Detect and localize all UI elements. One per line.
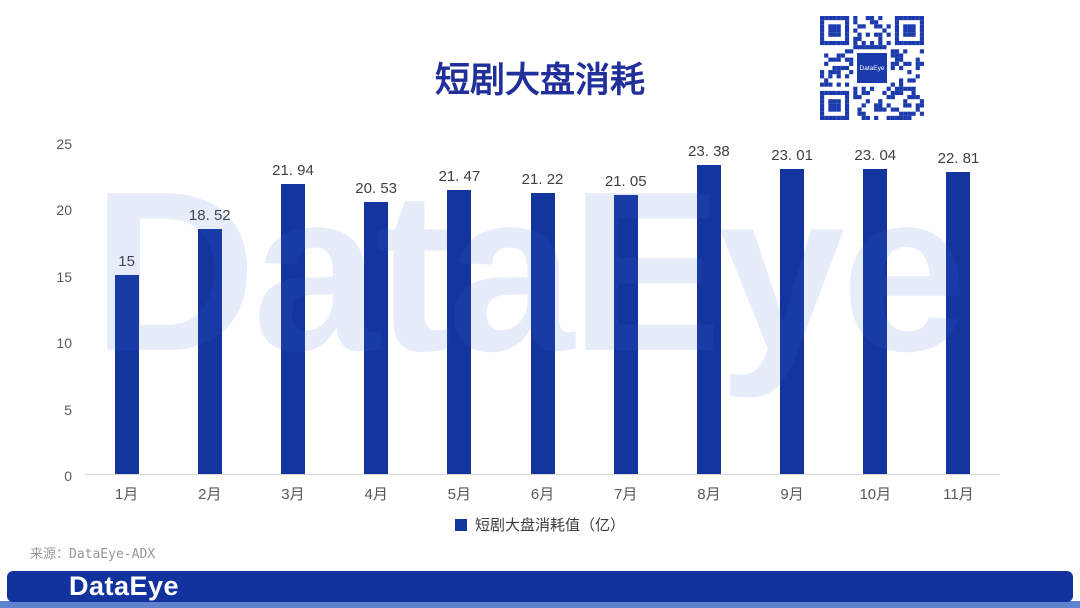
y-axis-label: 5 [64, 401, 72, 418]
bar-column: 21. 47 [418, 143, 501, 474]
bar-value-label: 15 [118, 253, 135, 271]
x-axis-label: 8月 [697, 486, 721, 503]
qr-center-logo: DataEye [857, 53, 887, 83]
bar-column: 21. 05 [584, 143, 667, 474]
footer-strip [0, 601, 1080, 608]
y-axis-label: 15 [56, 268, 72, 285]
x-axis-label: 11月 [943, 486, 974, 503]
x-axis-label: 1月 [114, 486, 139, 503]
y-axis-label: 0 [64, 468, 72, 484]
bar-value-label: 20. 53 [355, 180, 398, 198]
bar-value-label: 21. 47 [438, 167, 481, 185]
x-axis-label: 10月 [859, 486, 892, 503]
bar-column: 21. 22 [501, 143, 584, 474]
bar [946, 172, 971, 474]
source-text: 来源：DataEye-ADX [30, 547, 156, 562]
bar [696, 165, 721, 474]
y-axis-label: 10 [56, 335, 72, 352]
bar [447, 189, 472, 474]
bar-column: 15 [85, 143, 168, 474]
bar-column: 21. 94 [251, 143, 334, 474]
y-axis: 0 5 10 15 20 25 [0, 136, 72, 484]
bar-column: 23. 01 [751, 143, 834, 474]
qr-pattern [820, 16, 924, 120]
bar-column: 20. 53 [335, 143, 418, 474]
x-axis-label: 6月 [530, 486, 555, 503]
bar [364, 202, 389, 474]
bar [280, 183, 305, 474]
bar-column: 23. 04 [834, 143, 917, 474]
x-axis-label: 3月 [281, 486, 305, 503]
bar-value-label: 23. 38 [688, 143, 730, 160]
bar-value-label: 23. 01 [771, 147, 813, 165]
chart-title: 短剧大盘消耗 [434, 61, 645, 100]
bar-value-label: 18. 52 [188, 206, 231, 224]
plot-area: 15 18. 52 21. 94 20. 53 21. 47 21. 22 21. 05 23… [85, 143, 1000, 475]
bar-value-label: 22. 81 [937, 150, 980, 167]
legend-label: 短剧大盘消耗值（亿） [474, 517, 625, 534]
bar [114, 275, 139, 474]
legend: 短剧大盘消耗值（亿） [0, 514, 1080, 535]
bar-column: 23. 38 [667, 143, 750, 474]
x-axis-label: 7月 [614, 486, 638, 503]
y-axis-label: 20 [56, 202, 72, 219]
x-axis-label: 5月 [447, 486, 472, 503]
y-axis-label: 25 [56, 136, 72, 152]
bar [780, 169, 805, 474]
dataeye-logo: DataEye [69, 571, 180, 601]
x-axis-label: 4月 [364, 486, 388, 503]
bar [530, 193, 555, 474]
qr-code-icon: DataEye [820, 16, 924, 120]
x-axis-label: 9月 [780, 486, 804, 503]
bar-column: 18. 52 [168, 143, 251, 474]
footer-bar: DataEye [7, 571, 1073, 602]
bar-value-label: 23. 04 [854, 146, 897, 164]
legend-swatch [454, 518, 467, 531]
bar [863, 168, 888, 474]
bar-value-label: 21. 22 [521, 171, 564, 189]
bar-column: 22. 81 [917, 143, 1000, 474]
bar-value-label: 21. 05 [604, 173, 647, 191]
bar [197, 228, 222, 474]
bar-value-label: 21. 94 [272, 161, 314, 179]
x-axis-label: 2月 [198, 486, 222, 503]
x-axis: 1月 2月 3月 4月 5月 6月 7月 8月 9月 10月 11月 [85, 483, 1000, 503]
bar [613, 195, 638, 474]
